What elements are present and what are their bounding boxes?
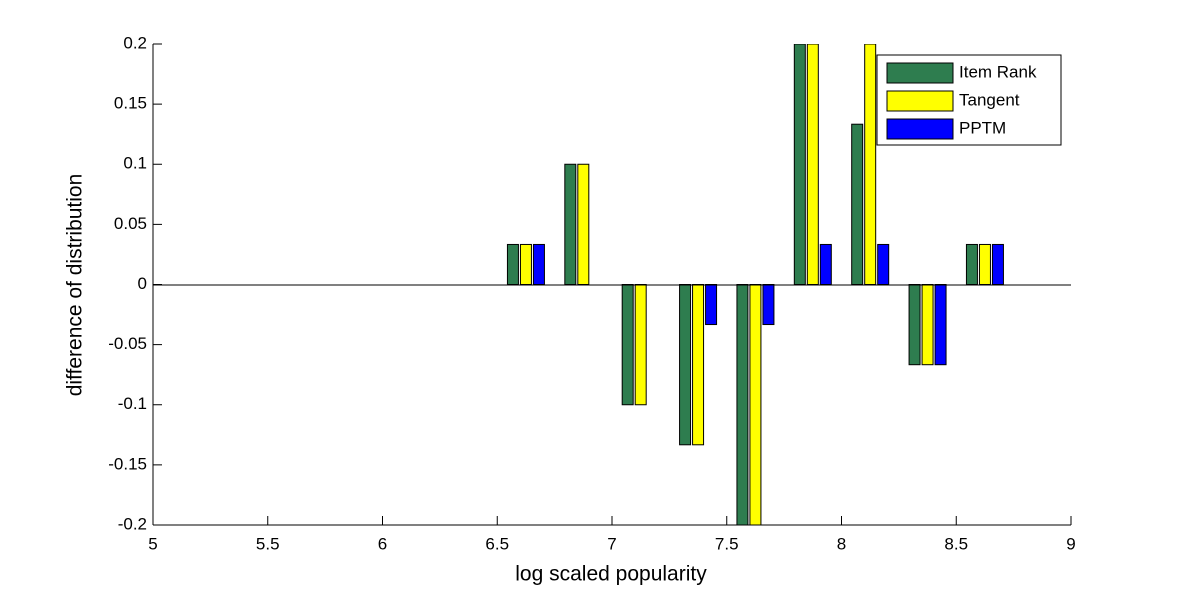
legend-label: Item Rank (959, 62, 1037, 81)
x-tick-label: 5.5 (256, 534, 280, 553)
x-tick-label: 6 (378, 534, 387, 553)
y-tick-label: 0 (138, 274, 147, 293)
bar (532, 243, 545, 286)
bar (806, 44, 819, 285)
y-tick-label: 0.2 (123, 33, 147, 52)
legend: Item Rank Tangent PPTM (876, 54, 1062, 146)
y-tick-label: -0.1 (118, 394, 147, 413)
x-tick-label: 8 (837, 534, 846, 553)
bar (864, 44, 877, 285)
bar (978, 243, 991, 286)
bar (851, 123, 864, 285)
bar (634, 284, 647, 406)
y-tick-label: 0.15 (114, 94, 147, 113)
bar (991, 243, 1004, 286)
x-tick-label: 7 (607, 534, 616, 553)
bar (519, 243, 532, 286)
bar (679, 284, 692, 446)
bar (577, 163, 590, 285)
legend-label: PPTM (959, 118, 1006, 137)
x-axis-label: log scaled popularity (515, 563, 707, 586)
bar (692, 284, 705, 446)
bar (749, 284, 762, 525)
legend-label: Tangent (959, 90, 1020, 109)
bar (908, 284, 921, 366)
x-tick-label: 6.5 (485, 534, 509, 553)
y-tick-label: -0.2 (118, 514, 147, 533)
x-tick-label: 8.5 (944, 534, 968, 553)
legend-swatch (886, 62, 954, 84)
y-tick-label: 0.1 (123, 154, 147, 173)
legend-swatch (886, 118, 954, 140)
bar (762, 284, 775, 326)
bars (506, 44, 1004, 525)
legend-swatch (886, 90, 954, 112)
bar (506, 243, 519, 286)
bar (921, 284, 934, 366)
bar (819, 243, 832, 286)
bar (934, 284, 947, 366)
bar (965, 243, 978, 286)
bar (877, 243, 890, 286)
bar (564, 163, 577, 285)
bar (793, 44, 806, 285)
y-tick-label: -0.15 (108, 454, 147, 473)
x-tick-label: 5 (148, 534, 157, 553)
bar (736, 284, 749, 525)
x-tick-label: 7.5 (715, 534, 739, 553)
bar (705, 284, 718, 326)
bar (621, 284, 634, 406)
y-tick-label: 0.05 (114, 214, 147, 233)
y-axis-label: difference of distribution (64, 174, 87, 397)
x-tick-label: 9 (1066, 534, 1075, 553)
y-tick-label: -0.05 (108, 334, 147, 353)
